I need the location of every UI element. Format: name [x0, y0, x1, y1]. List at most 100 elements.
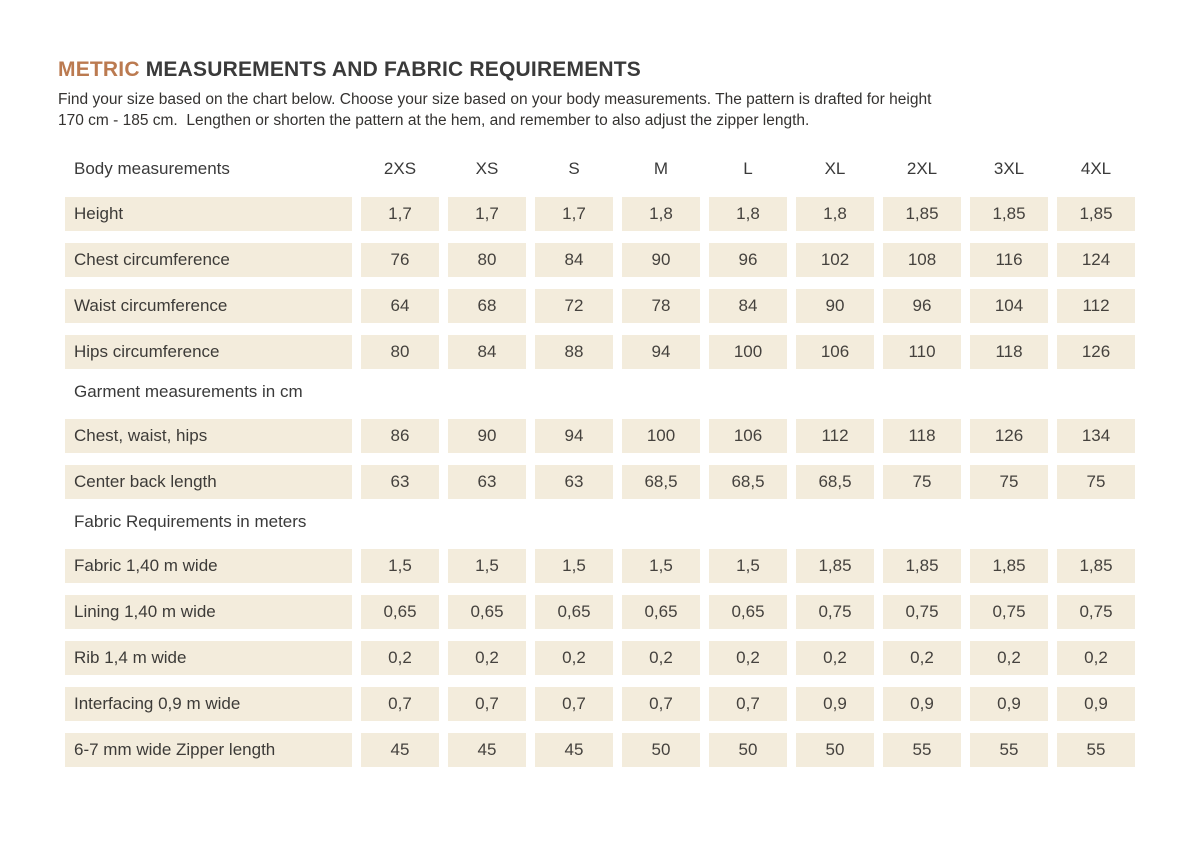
cell-value: 50 [709, 733, 787, 767]
cell-value: 0,2 [1057, 641, 1135, 675]
cell-value: 1,7 [535, 197, 613, 231]
cell-value: 84 [535, 243, 613, 277]
cell-value: 0,75 [1057, 595, 1135, 629]
cell-value: 0,2 [535, 641, 613, 675]
cell-value: 0,2 [883, 641, 961, 675]
table-row: Interfacing 0,9 m wide 0,7 0,7 0,7 0,7 0,7 0,9… [65, 687, 1200, 721]
cell-value: 1,5 [361, 549, 439, 583]
cell-value: 75 [1057, 465, 1135, 499]
page-title-rest: MEASUREMENTS AND FABRIC REQUIREMENTS [139, 58, 642, 81]
cell-value: 90 [796, 289, 874, 323]
cell-value: 0,2 [709, 641, 787, 675]
row-label: Fabric 1,40 m wide [65, 549, 352, 583]
cell-value: 0,9 [796, 687, 874, 721]
cell-value: 118 [883, 419, 961, 453]
cell-value: 88 [535, 335, 613, 369]
table-header-row: Body measurements 2XS XS S M L XL 2XL 3XL 4XL [65, 158, 1200, 180]
cell-value: 100 [622, 419, 700, 453]
column-header-size-m: M [653, 159, 669, 178]
cell-value: 0,65 [709, 595, 787, 629]
cell-value: 124 [1057, 243, 1135, 277]
cell-value: 0,2 [622, 641, 700, 675]
row-label: 6-7 mm wide Zipper length [65, 733, 352, 767]
cell-value: 112 [1057, 289, 1135, 323]
cell-value: 0,7 [448, 687, 526, 721]
cell-value: 126 [1057, 335, 1135, 369]
table-row: Chest, waist, hips 86 90 94 100 106 112 118 126 1… [65, 419, 1200, 453]
cell-value: 80 [361, 335, 439, 369]
cell-value: 0,65 [622, 595, 700, 629]
page-title: METRIC MEASUREMENTS AND FABRIC REQUIREME… [58, 58, 1200, 82]
cell-value: 0,75 [970, 595, 1048, 629]
column-header-size-l: L [743, 159, 753, 178]
cell-value: 106 [796, 335, 874, 369]
intro-text-line-2: 170 cm - 185 cm. Lengthen or shorten the… [58, 112, 810, 129]
cell-value: 75 [970, 465, 1048, 499]
cell-value: 0,65 [448, 595, 526, 629]
cell-value: 134 [1057, 419, 1135, 453]
intro-text: Find your size based on the chart below.… [58, 89, 1200, 131]
cell-value: 94 [535, 419, 613, 453]
cell-value: 75 [883, 465, 961, 499]
cell-value: 100 [709, 335, 787, 369]
cell-value: 0,7 [622, 687, 700, 721]
table-row: Rib 1,4 m wide 0,2 0,2 0,2 0,2 0,2 0,2 0,2 0,2 0,… [65, 641, 1200, 675]
cell-value: 0,75 [796, 595, 874, 629]
cell-value: 1,85 [1057, 197, 1135, 231]
section-heading: Garment measurements in cm [74, 382, 303, 401]
cell-value: 112 [796, 419, 874, 453]
cell-value: 90 [622, 243, 700, 277]
size-table: Body measurements 2XS XS S M L XL 2XL 3XL 4XL Heig… [65, 158, 1200, 767]
table-row: Height 1,7 1,7 1,7 1,8 1,8 1,8 1,85 1,85 1,85 [65, 197, 1200, 231]
cell-value: 1,8 [622, 197, 700, 231]
cell-value: 102 [796, 243, 874, 277]
table-row: Hips circumference 80 84 88 94 100 106 110 118 12… [65, 335, 1200, 369]
cell-value: 0,7 [535, 687, 613, 721]
column-header-size-s: S [568, 159, 580, 178]
cell-value: 0,9 [970, 687, 1048, 721]
cell-value: 0,65 [361, 595, 439, 629]
cell-value: 76 [361, 243, 439, 277]
cell-value: 64 [361, 289, 439, 323]
cell-value: 0,7 [709, 687, 787, 721]
cell-value: 1,8 [709, 197, 787, 231]
cell-value: 1,85 [883, 197, 961, 231]
cell-value: 1,5 [709, 549, 787, 583]
cell-value: 1,7 [361, 197, 439, 231]
column-header-body-measurements: Body measurements [74, 159, 230, 178]
table-row: Lining 1,40 m wide 0,65 0,65 0,65 0,65 0,65 0,… [65, 595, 1200, 629]
row-label: Height [65, 197, 352, 231]
column-header-size-4xl: 4XL [1080, 159, 1112, 178]
cell-value: 1,85 [970, 197, 1048, 231]
cell-value: 90 [448, 419, 526, 453]
table-row: Waist circumference 64 68 72 78 84 90 96 104 112 [65, 289, 1200, 323]
table-row: Chest circumference 76 80 84 90 96 102 108 116 12… [65, 243, 1200, 277]
row-label: Center back length [65, 465, 352, 499]
cell-value: 108 [883, 243, 961, 277]
cell-value: 1,85 [970, 549, 1048, 583]
cell-value: 1,85 [883, 549, 961, 583]
cell-value: 84 [448, 335, 526, 369]
column-header-size-xs: XS [475, 159, 499, 178]
cell-value: 1,5 [535, 549, 613, 583]
cell-value: 68,5 [796, 465, 874, 499]
cell-value: 0,2 [361, 641, 439, 675]
cell-value: 106 [709, 419, 787, 453]
row-label: Waist circumference [65, 289, 352, 323]
cell-value: 0,9 [883, 687, 961, 721]
cell-value: 126 [970, 419, 1048, 453]
cell-value: 96 [709, 243, 787, 277]
cell-value: 55 [883, 733, 961, 767]
cell-value: 50 [622, 733, 700, 767]
cell-value: 68,5 [622, 465, 700, 499]
cell-value: 84 [709, 289, 787, 323]
cell-value: 1,8 [796, 197, 874, 231]
row-label: Chest circumference [65, 243, 352, 277]
intro-text-line-1: Find your size based on the chart below.… [58, 91, 932, 108]
cell-value: 50 [796, 733, 874, 767]
cell-value: 68 [448, 289, 526, 323]
cell-value: 118 [970, 335, 1048, 369]
column-header-size-3xl: 3XL [993, 159, 1025, 178]
column-header-size-2xl: 2XL [906, 159, 938, 178]
